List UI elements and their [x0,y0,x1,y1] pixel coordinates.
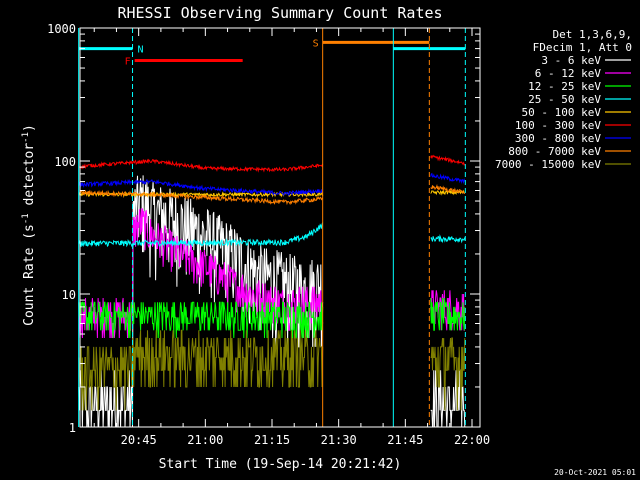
series-line-8 [78,184,466,206]
y-tick-label: 10 [62,288,76,302]
y-tick-label: 100 [54,155,76,169]
y-axis-label-sup2: -1 [21,132,31,143]
y-axis-label-main: Count Rate (s [22,224,37,326]
x-tick-label: 20:45 [121,433,157,447]
legend-entry-2: 6 - 12 keV [535,67,602,80]
legend-entry-3: 12 - 25 keV [528,80,601,93]
axes-layer: 20:45 21:00 21:15 21:30 21:45 22:00 1 10 100 1000 [47,22,490,447]
flag-label-S: S [313,38,319,49]
series-line-3 [78,297,466,339]
x-tick-label: 21:45 [387,433,423,447]
legend-header-1: Det 1,3,6,9, [553,28,632,41]
legend-entry-5: 50 - 100 keV [522,106,602,119]
legend-entry-4: 25 - 50 keV [528,93,601,106]
y-tick-label: 1 [69,421,76,435]
footer-date: 20-Oct-2021 05:01 [554,468,636,477]
x-axis-label: Start Time (19-Sep-14 20:21:42) [159,457,402,472]
y-tick-label: 1000 [47,22,76,36]
markers-layer [78,28,466,427]
series-layer [78,154,466,428]
flags-layer: NF S [78,38,466,67]
series-line-1 [78,175,466,428]
y-axis-label-sup1: -1 [21,213,31,224]
flag-label-N: N [138,45,144,56]
chart-title: RHESSI Observing Summary Count Rates [117,4,442,22]
y-axis-label: Count Rate (s-1 detector-1) [21,124,37,326]
y-axis-label-mid: detector [22,143,37,214]
series-line-9 [78,329,466,411]
y-axis-label-end: ) [22,124,37,132]
legend-header-2: FDecim 1, Att 0 [533,41,632,54]
legend-entry-7: 300 - 800 keV [515,132,601,145]
x-tick-label: 21:15 [254,433,290,447]
series-line-7 [78,172,466,197]
series-line-4 [78,222,466,248]
legend-entry-6: 100 - 300 keV [515,119,601,132]
x-tick-label: 21:00 [187,433,223,447]
plot-frame [79,27,481,428]
flag-label-F: F [125,56,131,67]
legend-entry-8: 800 - 7000 keV [508,145,601,158]
legend-entry-1: 3 - 6 keV [541,54,601,67]
series-line-6 [78,154,466,173]
x-tick-label: 21:30 [321,433,357,447]
legend-entry-9: 7000 - 15000 keV [495,158,601,171]
x-tick-label: 22:00 [454,433,490,447]
